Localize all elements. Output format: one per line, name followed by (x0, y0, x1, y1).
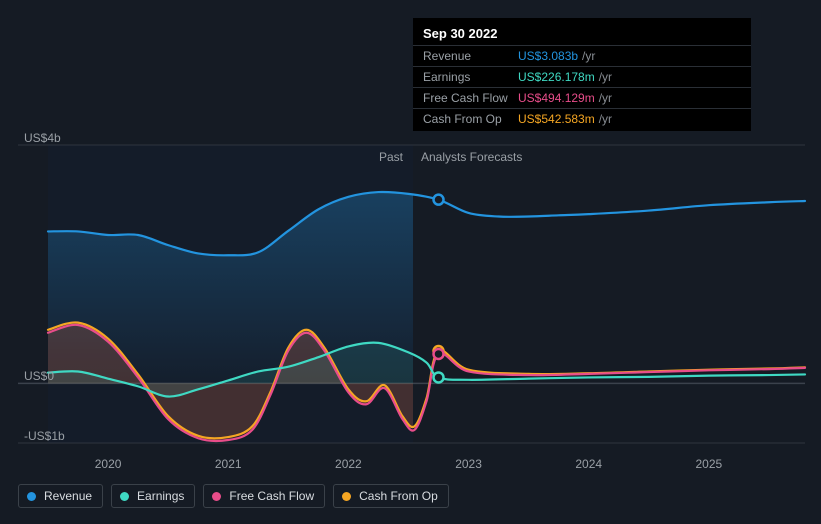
legend-item-revenue[interactable]: Revenue (18, 484, 103, 508)
legend-label: Earnings (137, 489, 184, 503)
y-tick-label: US$0 (24, 369, 54, 383)
x-tick-label: 2020 (95, 457, 122, 471)
x-tick-label: 2024 (575, 457, 602, 471)
legend-item-free-cash-flow[interactable]: Free Cash Flow (203, 484, 325, 508)
tooltip-row-label: Earnings (423, 70, 518, 84)
tooltip-row-value: US$226.178m (518, 70, 595, 84)
earnings-revenue-chart: US$4b US$0 -US$1b 2020 2021 2022 2023 2024 2025… (0, 0, 821, 524)
chart-legend: Revenue Earnings Free Cash Flow Cash From O… (18, 484, 449, 508)
legend-item-cash-from-op[interactable]: Cash From Op (333, 484, 449, 508)
y-tick-label: -US$1b (24, 429, 65, 443)
legend-label: Revenue (44, 489, 92, 503)
tooltip-row-value: US$494.129m (518, 91, 595, 105)
past-label: Past (379, 150, 403, 164)
x-tick-label: 2022 (335, 457, 362, 471)
tooltip-row-label: Free Cash Flow (423, 91, 518, 105)
tooltip-row-label: Cash From Op (423, 112, 518, 126)
legend-dot-icon (27, 492, 36, 501)
chart-tooltip: Sep 30 2022 RevenueUS$3.083b/yrEarningsU… (413, 18, 751, 131)
tooltip-row: EarningsUS$226.178m/yr (413, 66, 751, 87)
tooltip-row: Cash From OpUS$542.583m/yr (413, 108, 751, 129)
legend-item-earnings[interactable]: Earnings (111, 484, 195, 508)
x-tick-label: 2023 (455, 457, 482, 471)
tooltip-date: Sep 30 2022 (413, 20, 751, 45)
tooltip-row-unit: /yr (599, 91, 612, 105)
legend-label: Free Cash Flow (229, 489, 314, 503)
tooltip-row-label: Revenue (423, 49, 518, 63)
forecast-label: Analysts Forecasts (421, 150, 522, 164)
legend-dot-icon (120, 492, 129, 501)
x-tick-label: 2025 (696, 457, 723, 471)
legend-label: Cash From Op (359, 489, 438, 503)
tooltip-row-value: US$3.083b (518, 49, 578, 63)
tooltip-row-unit: /yr (599, 112, 612, 126)
y-tick-label: US$4b (24, 131, 61, 145)
tooltip-row: Free Cash FlowUS$494.129m/yr (413, 87, 751, 108)
legend-dot-icon (212, 492, 221, 501)
x-tick-label: 2021 (215, 457, 242, 471)
tooltip-row: RevenueUS$3.083b/yr (413, 45, 751, 66)
legend-dot-icon (342, 492, 351, 501)
tooltip-row-value: US$542.583m (518, 112, 595, 126)
tooltip-row-unit: /yr (582, 49, 595, 63)
tooltip-row-unit: /yr (599, 70, 612, 84)
